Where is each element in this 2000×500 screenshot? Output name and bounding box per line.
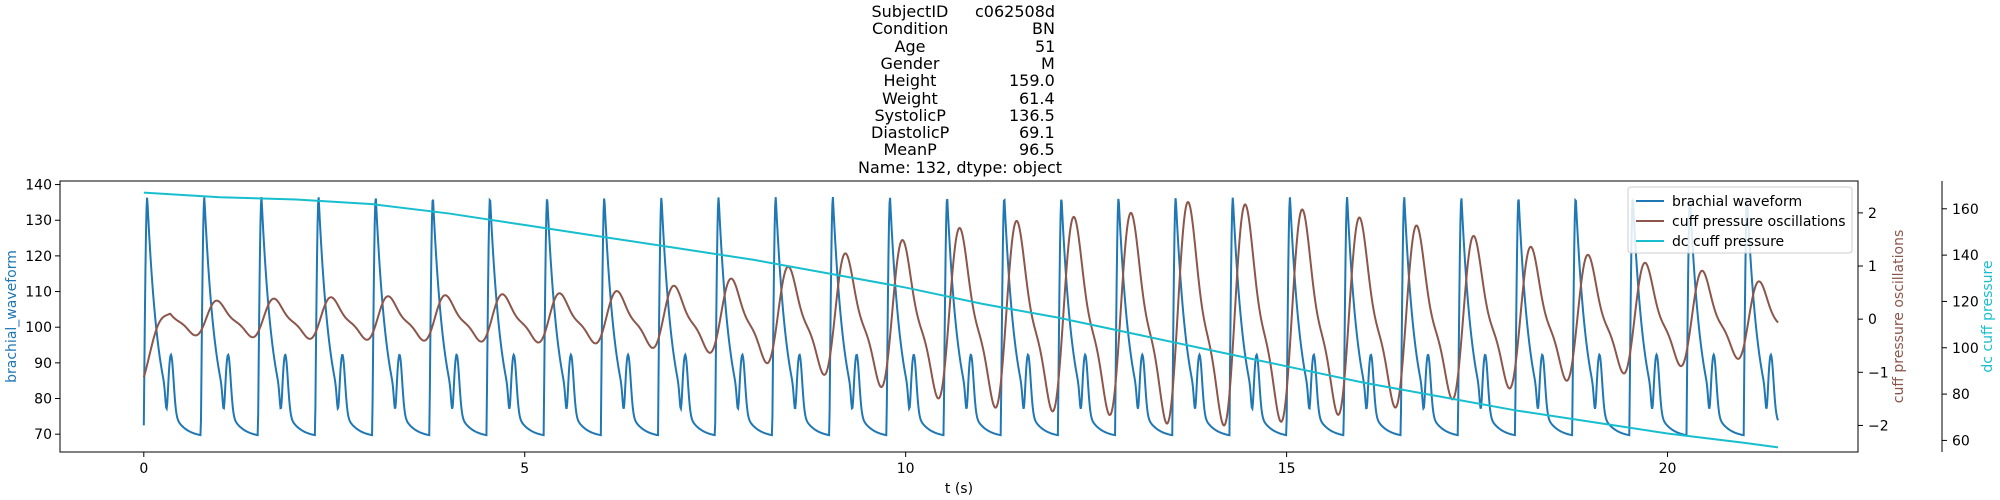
- title-value: 96.5: [1019, 140, 1055, 160]
- plot-frame: [59, 180, 1859, 453]
- y-outer-tick-label: 60: [1952, 433, 1970, 449]
- title-key: DiastolicP: [871, 123, 950, 143]
- title-key: SubjectID: [871, 2, 949, 21]
- y-outer-tick-label: 100: [1952, 341, 1979, 357]
- title-value: 136.5: [1009, 105, 1055, 125]
- title-value: c062508d: [975, 2, 1056, 21]
- title-value: 69.1: [1019, 123, 1055, 143]
- x-tick-label: 0: [139, 461, 148, 477]
- title-value: BN: [1032, 19, 1055, 39]
- y-right-tick-label: −1: [1868, 365, 1889, 381]
- title-value: 61.4: [1019, 88, 1055, 108]
- y-left-tick-label: 110: [25, 285, 52, 301]
- y-outer-tick-label: 140: [1952, 248, 1979, 264]
- series-line-cuff-pressure-oscillations: [142, 200, 1779, 427]
- y-right-tick-label: −2: [1868, 418, 1889, 434]
- y-left-tick-label: 100: [25, 320, 52, 336]
- y-right-tick-label: 2: [1868, 206, 1877, 222]
- y-right-tick-label: 0: [1868, 312, 1877, 328]
- y-outer-tick-label: 80: [1952, 387, 1970, 403]
- title-key: MeanP: [883, 140, 937, 160]
- x-tick-label: 15: [1278, 461, 1296, 477]
- title-value: 51: [1035, 36, 1056, 56]
- y-left-axis-label: brachial_waveform: [4, 250, 20, 383]
- y-left-tick-label: 90: [34, 356, 52, 372]
- title-footer: Name: 132, dtype: object: [858, 157, 1063, 177]
- title-key: Gender: [880, 53, 940, 73]
- y-left-tick-label: 130: [25, 213, 52, 229]
- y-outer-tick-label: 160: [1952, 202, 1979, 218]
- y-left-tick-label: 80: [34, 392, 52, 408]
- title-value: M: [1041, 53, 1055, 73]
- title-value: 159.0: [1009, 71, 1055, 91]
- x-tick-label: 5: [520, 461, 529, 477]
- y-right-axis-label: cuff pressure oscillations: [1891, 230, 1907, 404]
- series-line-dc-cuff-pressure: [143, 191, 1779, 449]
- x-tick-label: 10: [897, 461, 915, 477]
- y-outer-axis-label: dc cuff pressure: [1980, 260, 1996, 372]
- legend-label: brachial waveform: [1672, 194, 1802, 210]
- series-line-brachial-waveform: [142, 196, 1779, 437]
- y-right-tick-label: 1: [1868, 259, 1877, 275]
- title-key: Age: [894, 36, 926, 56]
- x-axis-label: t (s): [945, 481, 973, 497]
- title-key: Height: [883, 71, 937, 91]
- title-key: SystolicP: [874, 105, 946, 125]
- x-tick-label: 20: [1659, 461, 1677, 477]
- y-outer-tick-label: 120: [1952, 294, 1979, 310]
- legend-label: cuff pressure oscillations: [1672, 214, 1846, 230]
- title-key: Condition: [872, 19, 949, 39]
- title-key: Weight: [882, 88, 938, 108]
- y-left-tick-label: 70: [34, 427, 52, 443]
- y-left-tick-label: 140: [25, 178, 52, 194]
- y-left-tick-label: 120: [25, 249, 52, 265]
- legend-label: dc cuff pressure: [1672, 234, 1784, 250]
- legend-box: [1627, 186, 1853, 254]
